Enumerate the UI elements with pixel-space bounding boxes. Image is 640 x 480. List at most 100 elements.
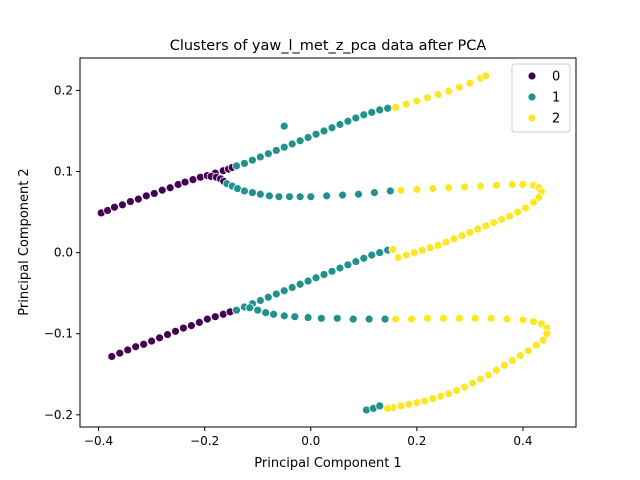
scatter-point-series-2-18 (518, 180, 528, 189)
scatter-point-series-1-37 (232, 305, 241, 315)
scatter-point-series-0-6 (141, 191, 151, 201)
scatter-point-series-0-27 (139, 339, 149, 349)
scatter-point-series-1-40 (255, 296, 265, 305)
legend-label-2: 2 (552, 112, 560, 127)
scatter-point-series-1-58 (253, 305, 263, 315)
scatter-point-series-0-24 (115, 348, 125, 358)
scatter-point-series-2-47 (470, 313, 480, 323)
scatter-point-series-2-63 (476, 374, 485, 384)
scatter-point-series-1-28 (274, 192, 284, 202)
scatter-point-series-1-6 (271, 146, 281, 155)
scatter-point-series-2-43 (407, 314, 416, 324)
scatter-point-series-1-20 (383, 103, 393, 113)
x-axis-label: Principal Component 1 (254, 456, 401, 471)
scatter-point-series-1-7 (279, 142, 289, 152)
chart-title: Clusters of yaw_l_met_z_pca data after P… (170, 38, 487, 54)
y-tick-label: −0.1 (44, 327, 73, 341)
y-tick-label: 0.1 (54, 165, 73, 179)
x-tick-label: 0.0 (301, 434, 320, 448)
scatter-point-series-1-32 (322, 191, 332, 201)
scatter-point-series-0-23 (107, 352, 117, 361)
scatter-point-series-1-49 (327, 266, 337, 276)
scatter-point-series-2-45 (438, 313, 448, 323)
scatter-point-series-2-0 (391, 103, 401, 112)
scatter-point-series-2-69 (428, 394, 438, 404)
scatter-point-series-1-47 (311, 273, 321, 283)
scatter-point-series-2-26 (505, 211, 515, 221)
scatter-point-series-1-68 (380, 314, 390, 324)
x-tick-label: 0.4 (513, 434, 532, 448)
scatter-point-series-0-9 (165, 183, 175, 193)
scatter-point-series-2-28 (489, 218, 499, 228)
scatter-point-series-2-48 (486, 313, 496, 323)
scatter-point-series-1-66 (348, 314, 358, 324)
scatter-point-series-2-44 (423, 313, 432, 323)
scatter-point-series-0-28 (147, 336, 157, 346)
scatter-point-series-0-2 (110, 202, 119, 212)
scatter-point-series-2-34 (441, 237, 451, 247)
scatter-point-series-2-57 (523, 346, 533, 356)
scatter-point-series-1-71 (375, 401, 385, 411)
scatter-point-series-2-5 (444, 86, 454, 96)
scatter-point-series-2-50 (518, 315, 528, 325)
scatter-point-series-1-55 (375, 248, 385, 258)
scatter-point-series-2-15 (476, 181, 485, 191)
scatter-point-series-2-30 (473, 224, 483, 234)
scatter-point-series-1-17 (359, 110, 369, 120)
scatter-point-series-2-42 (391, 314, 401, 324)
scatter-point-series-2-3 (423, 93, 432, 103)
scatter-point-series-0-8 (157, 185, 167, 195)
scatter-point-series-1-25 (248, 188, 257, 198)
scatter-point-series-1-34 (354, 189, 363, 199)
x-tick-label: −0.2 (190, 434, 219, 448)
scatter-point-series-0-29 (155, 333, 164, 343)
scatter-point-series-1-46 (303, 276, 313, 286)
scatter-point-series-1-48 (319, 270, 329, 279)
scatter-point-series-2-58 (515, 351, 525, 361)
scatter-point-series-2-25 (513, 207, 523, 217)
scatter-point-series-2-38 (409, 248, 419, 258)
scatter-point-series-2-14 (460, 182, 470, 192)
scatter-point-series-2-67 (444, 389, 454, 399)
scatter-point-series-1-19 (375, 105, 385, 115)
legend-marker-0 (527, 71, 537, 81)
scatter-point-series-1-26 (255, 189, 265, 199)
scatter-point-series-1-29 (285, 192, 294, 202)
scatter-point-series-0-31 (171, 326, 180, 336)
scatter-point-series-1-24 (240, 186, 249, 196)
scatter-point-series-1-51 (343, 260, 353, 270)
scatter-point-series-2-32 (457, 231, 467, 241)
scatter-point-series-0-32 (179, 323, 188, 333)
scatter-point-series-0-33 (186, 321, 196, 331)
scatter-point-series-1-31 (306, 192, 316, 202)
scatter-point-series-2-55 (538, 335, 548, 345)
scatter-point-series-2-23 (529, 197, 538, 207)
scatter-point-series-1-63 (303, 313, 313, 322)
scatter-point-series-1-12 (319, 126, 329, 136)
legend-label-1: 1 (552, 91, 560, 106)
x-tick-label: −0.4 (84, 434, 113, 448)
scatter-point-series-1-44 (287, 283, 297, 292)
scatter-point-series-2-36 (425, 243, 435, 253)
scatter-point-series-1-36 (385, 186, 395, 196)
scatter-point-series-1-43 (279, 286, 289, 296)
scatter-point-series-1-15 (343, 116, 353, 126)
scatter-point-series-1-18 (367, 107, 377, 117)
scatter-point-series-2-51 (529, 317, 538, 326)
scatter-point-series-2-71 (412, 398, 422, 408)
y-axis-label: Principal Component 2 (17, 168, 32, 315)
scatter-point-series-1-13 (327, 123, 337, 133)
scatter-point-series-1-30 (295, 192, 305, 202)
scatter-point-series-2-61 (492, 365, 501, 375)
scatter-point-series-1-5 (263, 149, 273, 159)
scatter-point-series-1-57 (245, 303, 255, 313)
scatter-point-series-2-64 (468, 378, 477, 388)
scatter-point-series-1-0 (279, 121, 289, 131)
scatter-point-series-1-62 (290, 312, 300, 322)
scatter-point-series-1-50 (335, 263, 345, 273)
scatter-point-series-2-6 (454, 82, 464, 92)
scatter-point-series-2-4 (433, 90, 443, 99)
scatter-point-series-1-8 (287, 139, 297, 149)
scatter-point-series-2-11 (412, 184, 422, 194)
